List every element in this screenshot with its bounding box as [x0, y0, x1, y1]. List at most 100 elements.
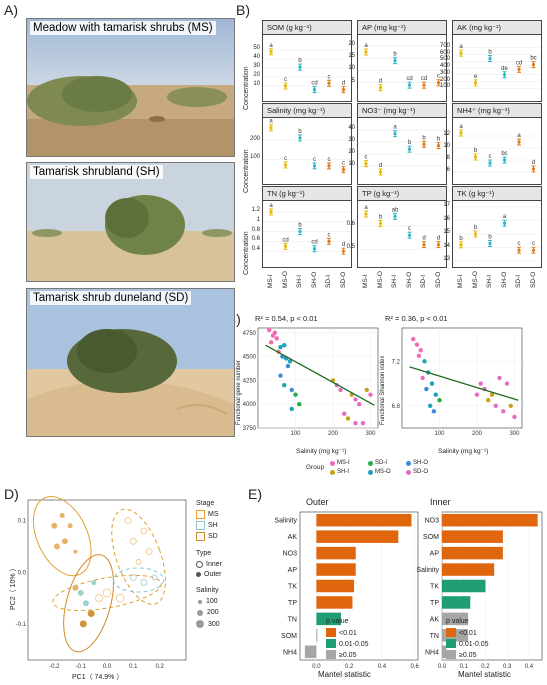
legend-salinity-200: 200 [196, 607, 246, 618]
legend-swatch [330, 469, 335, 475]
group-tick-label: MS-I [457, 274, 464, 288]
panel-c-right-ylabel: Functional Shannon index [380, 355, 386, 425]
facet-title: TK (g kg⁻¹) [453, 187, 541, 201]
y-tick-label: 1 [256, 216, 260, 223]
y-tick-label: 13 [443, 256, 450, 262]
panel-e-inner-chart: 0.0 0.1 0.2 0.3 0.4 NO3 SOM AP Salinity TK TP AK TN N… [416, 511, 543, 670]
mean-point [459, 51, 463, 55]
category-label: AK [288, 534, 298, 541]
panel-c-legend: Group MS-I SH-I SD-I MS-O SH-O SD-O [306, 460, 506, 480]
facet-title: SOM (g kg⁻¹) [263, 21, 351, 35]
pcoa-point-outer [67, 523, 73, 529]
significance-letter: c [328, 74, 331, 80]
legend-label: 0.01-0.05 [459, 641, 489, 648]
data-point [508, 403, 513, 408]
mantel-bar [442, 596, 471, 609]
mean-point [327, 164, 331, 168]
pcoa-point-inner [145, 548, 153, 556]
mantel-bar [316, 579, 355, 593]
data-point [424, 386, 429, 392]
pcoa-point-inner [129, 574, 137, 581]
significance-letter: c [313, 157, 316, 163]
p-value-legend: p value <0.01 0.01-0.05 ≥0.05 [446, 618, 489, 659]
significance-letter: c [328, 232, 331, 238]
mantel-bar [316, 629, 318, 642]
data-point [282, 342, 287, 348]
data-point [285, 363, 291, 369]
legend-swatch [406, 469, 411, 475]
y-tick-label: 20 [348, 40, 355, 47]
significance-letter: bc [530, 56, 536, 62]
significance-letter: b [379, 214, 383, 220]
significance-letter: a [517, 133, 521, 139]
data-point [411, 336, 416, 342]
significance-letter: b [437, 137, 441, 143]
facet-title: TP (g kg⁻¹) [358, 187, 446, 201]
mean-point [517, 140, 521, 144]
facet-plot: a c b c c c [263, 119, 351, 174]
data-point [422, 359, 427, 364]
category-label: NO3 [283, 551, 298, 558]
significance-letter: c [408, 226, 411, 232]
pcoa-point-inner [95, 594, 103, 602]
mean-point [341, 88, 346, 92]
group-tick-label: SD-I [325, 275, 332, 288]
facet-3: Salinity (mg kg⁻¹) a c b c c c [262, 103, 352, 185]
category-label: NO3 [425, 518, 440, 525]
legend-title: p value [326, 618, 349, 625]
significance-letter: a [269, 119, 273, 125]
facet-title: AP (mg kg⁻¹) [358, 21, 446, 35]
significance-letter: b [488, 234, 492, 240]
group-tick-label: SD-O [339, 271, 347, 288]
significance-letter: d [422, 236, 425, 242]
legend-swatch [368, 469, 373, 475]
legend-type-inner: Inner [196, 559, 246, 569]
category-label: NH4 [425, 649, 439, 656]
legend-type-title: Type [196, 550, 212, 557]
data-point [501, 409, 506, 414]
legend-item: SD-O [406, 469, 428, 475]
y-tick-label: 6.8 [392, 404, 401, 410]
pcoa-point-outer [87, 610, 95, 618]
facet-title: Salinity (mg kg⁻¹) [263, 104, 351, 118]
significance-letter: a [459, 44, 463, 50]
panel-label-e: E) [248, 486, 262, 502]
y-tick-label: 12 [443, 131, 450, 137]
ellipse-ms-inner [111, 508, 166, 605]
group-tick-label: SH-O [310, 271, 318, 288]
panel-c-legend-title: Group [306, 464, 325, 471]
y-tick-label: 10 [253, 81, 260, 87]
facet-1: AP (mg kg⁻¹) a d b cd cd c [357, 20, 447, 102]
legend-label: SD-O [413, 469, 428, 475]
significance-letter: a [393, 125, 397, 131]
mean-point [459, 243, 463, 247]
significance-letter: c [532, 241, 535, 247]
data-point [497, 375, 502, 381]
mean-point [341, 249, 346, 253]
data-point [289, 406, 294, 412]
pcoa-point-inner [129, 537, 137, 545]
y-tick-label: 300 [439, 69, 450, 76]
data-point [357, 401, 362, 407]
facet-plot: c d a b b b [358, 125, 446, 176]
meadow-photo-image [27, 19, 234, 156]
significance-letter: a [503, 214, 507, 220]
pcoa-point-outer [91, 580, 97, 586]
data-point [287, 359, 293, 364]
facet-title: TN (g kg⁻¹) [263, 187, 351, 201]
legend-label: MS-I [337, 460, 350, 466]
mantel-bar [442, 563, 495, 576]
data-point [368, 392, 373, 397]
significance-letter: b [474, 148, 478, 154]
category-label: TN [288, 616, 297, 623]
mean-point [436, 81, 441, 85]
y-tick-label: 5 [351, 77, 355, 84]
significance-letter: de [501, 66, 508, 72]
y-tick-label: 4500 [243, 355, 257, 361]
x-tick-label: 0.1 [129, 664, 138, 670]
pcoa-point-outer [51, 522, 58, 529]
legend-label: <0.01 [459, 630, 477, 637]
facet-title: NO3⁻ (mg kg⁻¹) [358, 104, 446, 118]
significance-letter: a [364, 205, 368, 211]
mean-point [502, 158, 507, 162]
